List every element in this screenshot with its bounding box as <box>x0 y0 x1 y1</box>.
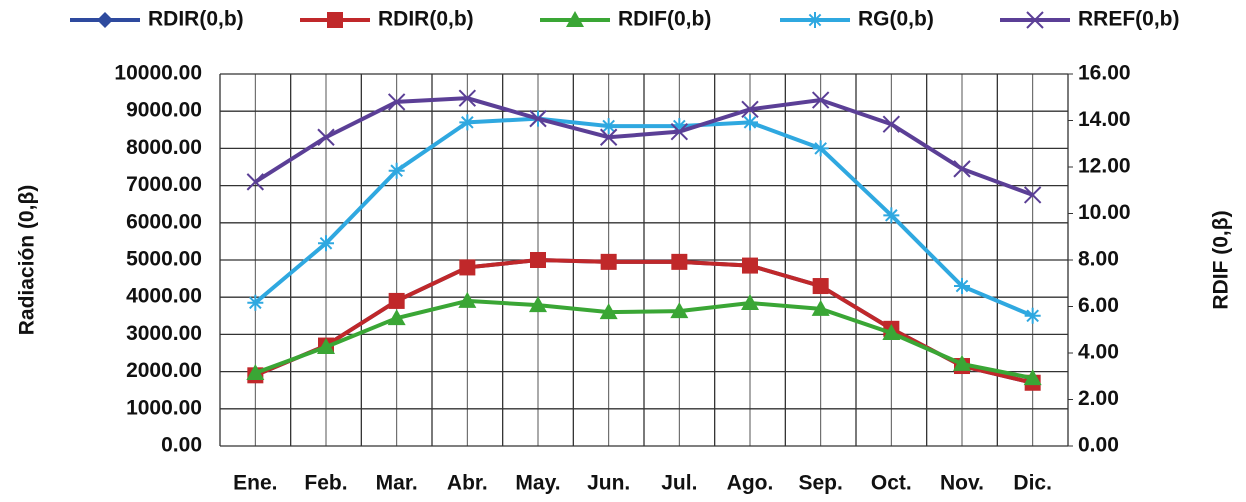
y-tick-label: 6000.00 <box>126 210 202 233</box>
y-tick-label: 10000.00 <box>114 62 202 85</box>
series-marker <box>458 89 477 107</box>
series-marker <box>247 294 264 311</box>
series-marker <box>246 363 265 380</box>
y-tick-label: 9000.00 <box>126 99 202 122</box>
y-tick-label: 2000.00 <box>126 359 202 382</box>
series-marker <box>600 118 617 135</box>
series-marker <box>529 109 547 128</box>
legend-label: RREF(0,b) <box>1078 8 1180 31</box>
series-marker <box>458 291 477 308</box>
series-line <box>254 298 1034 381</box>
y2-tick-label: 14.00 <box>1078 108 1131 131</box>
series-marker <box>741 294 759 311</box>
y-tick-label: 5000.00 <box>126 248 202 271</box>
series-marker <box>670 122 689 141</box>
y2-tick-label: 16.00 <box>1078 62 1131 85</box>
series-marker <box>812 278 829 295</box>
y2-tick-label: 8.00 <box>1078 248 1119 271</box>
x-tick-label: Nov. <box>940 472 984 495</box>
series-marker <box>812 140 829 157</box>
series-marker <box>882 324 901 341</box>
series-marker <box>317 128 335 146</box>
series-marker <box>742 257 758 274</box>
series-marker <box>742 114 758 131</box>
y-tick-label: 8000.00 <box>126 136 202 159</box>
series-marker <box>953 354 971 371</box>
y2-tick-label: 0.00 <box>1078 434 1119 457</box>
legend-label: RDIR(0,b) <box>148 8 244 31</box>
series-marker <box>954 278 970 295</box>
series-marker <box>529 296 547 313</box>
x-tick-label: Jul. <box>661 472 697 495</box>
series-marker <box>387 93 406 111</box>
x-tick-label: Abr. <box>447 472 488 495</box>
series-line <box>254 116 1034 318</box>
series-marker <box>1024 307 1041 324</box>
series-marker <box>599 128 618 146</box>
series-marker <box>671 118 688 135</box>
y2-axis-title: RDIF (0,β) <box>1210 210 1233 309</box>
series-marker <box>883 207 900 224</box>
series-marker <box>530 252 546 268</box>
series-marker <box>600 253 617 270</box>
series-marker <box>387 309 406 326</box>
series-marker <box>1023 369 1042 386</box>
x-tick-label: Jun. <box>587 472 630 495</box>
legend-marker <box>97 12 113 28</box>
y2-tick-label: 12.00 <box>1078 155 1131 178</box>
legend-marker <box>327 12 343 28</box>
legend-marker <box>566 11 584 27</box>
x-tick-label: Dic. <box>1013 472 1052 495</box>
legend-label: RG(0,b) <box>858 8 934 31</box>
series-marker <box>599 303 618 320</box>
series-marker <box>318 235 334 252</box>
x-tick-label: Feb. <box>304 472 347 495</box>
x-tick-label: May. <box>515 472 560 495</box>
y-tick-label: 4000.00 <box>126 285 202 308</box>
series-marker <box>671 253 688 270</box>
series-marker <box>811 299 830 316</box>
series-marker <box>246 173 265 191</box>
series-marker <box>811 91 830 109</box>
y-tick-label: 7000.00 <box>126 173 202 196</box>
series-marker <box>388 162 405 179</box>
x-tick-label: Ene. <box>233 472 277 495</box>
x-tick-label: Oct. <box>871 472 912 495</box>
legend-marker <box>807 12 823 28</box>
y-tick-label: 0.00 <box>161 434 202 457</box>
series-marker <box>459 114 476 131</box>
series-marker <box>670 302 689 319</box>
x-tick-label: Ago. <box>727 472 774 495</box>
series-marker <box>953 160 971 178</box>
series-marker <box>882 115 901 133</box>
y-axis-title: Radiación (0,β) <box>16 185 39 336</box>
legend-marker <box>1026 11 1044 29</box>
series-line <box>254 257 1034 385</box>
y2-tick-label: 4.00 <box>1078 341 1119 364</box>
series-line <box>254 96 1034 197</box>
series-marker <box>459 259 476 276</box>
series-marker <box>317 337 335 354</box>
series-marker <box>1023 186 1042 204</box>
legend-label: RDIR(0,b) <box>378 8 474 31</box>
series-marker <box>741 100 759 119</box>
x-tick-label: Mar. <box>376 472 418 495</box>
legend-label: RDIF(0,b) <box>618 8 711 31</box>
x-tick-label: Sep. <box>798 472 842 495</box>
y2-tick-label: 2.00 <box>1078 387 1119 410</box>
y2-tick-label: 10.00 <box>1078 201 1131 224</box>
y-tick-label: 3000.00 <box>126 322 202 345</box>
series-marker <box>388 292 405 309</box>
y2-tick-label: 6.00 <box>1078 294 1119 317</box>
y-tick-label: 1000.00 <box>126 396 202 419</box>
